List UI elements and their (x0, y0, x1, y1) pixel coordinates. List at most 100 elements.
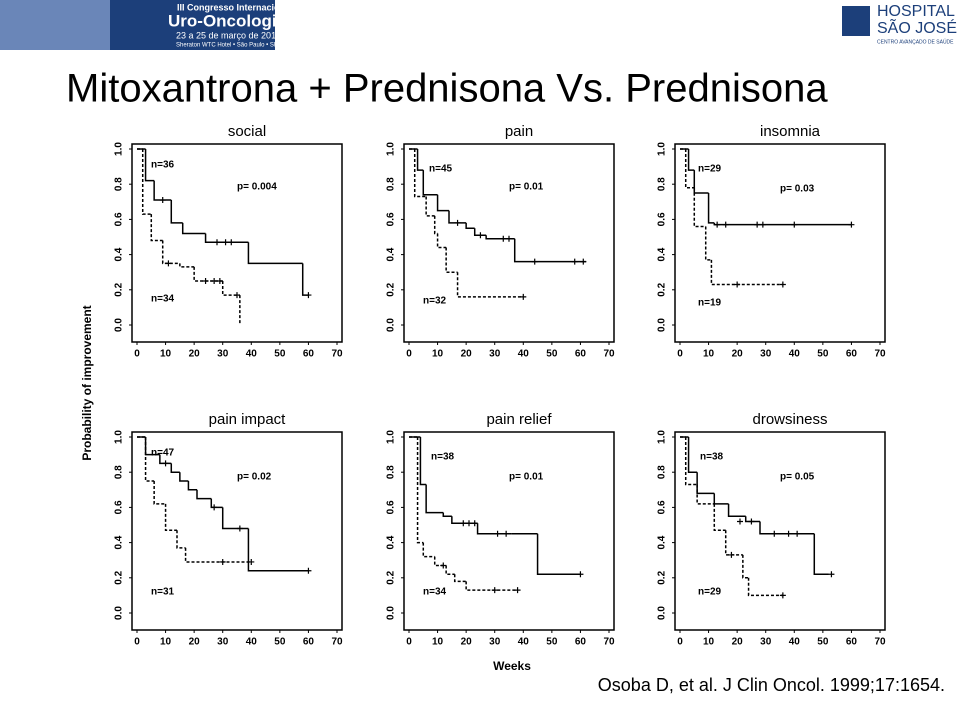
y-tick-label: 0.0 (114, 606, 125, 620)
survival-step (141, 149, 152, 215)
annotation: n=45 (429, 164, 453, 175)
annotation: p= 0.05 (780, 472, 815, 483)
survival-step (204, 233, 249, 244)
x-tick-label: 20 (461, 349, 473, 360)
annotation: n=29 (698, 164, 722, 175)
x-tick-label: 50 (274, 637, 286, 648)
y-tick-label: 0.6 (114, 212, 125, 226)
censor-mark (477, 232, 484, 239)
censor-mark (214, 239, 220, 246)
y-tick-label: 0.4 (114, 535, 125, 549)
x-tick-label: 0 (677, 637, 683, 648)
y-tick-label: 0.6 (657, 500, 668, 514)
annotation: n=32 (423, 296, 447, 307)
censor-mark (211, 504, 218, 511)
survival-step (727, 503, 746, 517)
x-tick-label: 10 (160, 637, 172, 648)
annotation: n=38 (700, 452, 724, 463)
panel-title: insomnia (760, 123, 821, 140)
y-tick-label: 0.4 (657, 535, 668, 549)
y-tick-label: 1.0 (657, 430, 668, 444)
censor-mark (202, 278, 209, 284)
censor-mark (791, 221, 798, 228)
survival-step (713, 493, 729, 505)
annotation: p= 0.02 (237, 472, 272, 483)
survival-step (413, 149, 427, 198)
x-tick-label: 10 (703, 637, 715, 648)
x-tick-label: 60 (846, 637, 858, 648)
annotation: n=19 (698, 298, 722, 309)
y-tick-label: 0.2 (386, 570, 397, 584)
survival-step (425, 484, 444, 514)
x-tick-label: 0 (134, 637, 140, 648)
event-date: 23 a 25 de março de 2012 (176, 30, 281, 40)
y-axis-label: Probability of improvement (80, 305, 94, 460)
survival-step (150, 214, 163, 242)
y-tick-label: 0.6 (114, 500, 125, 514)
censor-mark (531, 258, 538, 265)
y-tick-label: 0.8 (114, 465, 125, 479)
hospital-name: SÃO JOSÉ (877, 17, 957, 37)
survival-step (742, 554, 749, 579)
x-tick-label: 30 (489, 349, 501, 360)
y-tick-label: 0.8 (114, 177, 125, 191)
censor-mark (759, 221, 766, 228)
plot-frame (403, 143, 615, 343)
survival-step (161, 240, 180, 265)
censor-mark (234, 292, 240, 299)
survival-step (693, 187, 706, 228)
survival-step (433, 215, 438, 235)
y-tick-label: 0.6 (657, 212, 668, 226)
survival-step (465, 222, 475, 229)
y-tick-label: 0.2 (114, 570, 125, 584)
survival-step (425, 196, 435, 217)
plot-frame (674, 431, 886, 631)
y-tick-label: 0.2 (657, 282, 668, 296)
panel-title: social (228, 123, 266, 140)
y-tick-label: 0.2 (657, 570, 668, 584)
survival-step (687, 149, 695, 171)
slide-title: Mitoxantrona + Prednisona Vs. Prednisona (66, 67, 828, 111)
survival-step (445, 565, 455, 576)
survival-step (247, 242, 303, 265)
censor-mark (460, 520, 467, 527)
survival-step (179, 263, 195, 268)
x-tick-label: 50 (546, 349, 558, 360)
x-tick-label: 60 (575, 349, 587, 360)
x-tick-label: 20 (732, 637, 744, 648)
survival-step (416, 149, 424, 171)
annotation: p= 0.01 (509, 182, 544, 193)
y-tick-label: 1.0 (114, 142, 125, 156)
survival-step (747, 577, 783, 597)
censor-mark (491, 587, 498, 594)
censor-mark (162, 460, 169, 467)
survival-step (684, 437, 698, 486)
y-tick-label: 0.4 (657, 247, 668, 261)
x-tick-label: 50 (817, 637, 829, 648)
x-tick-label: 10 (703, 349, 715, 360)
y-tick-label: 0.4 (114, 247, 125, 261)
x-tick-label: 70 (874, 349, 886, 360)
censor-mark (580, 258, 587, 265)
annotation: n=36 (151, 160, 175, 171)
panel-title: pain impact (209, 411, 287, 428)
survival-step (813, 533, 829, 576)
x-tick-label: 20 (189, 637, 201, 648)
hospital-line: HOSPITAL (877, 3, 955, 20)
survival-step (433, 556, 447, 567)
censor-mark (779, 281, 786, 288)
event-venue: Sheraton WTC Hotel • São Paulo • SP (176, 43, 278, 49)
x-tick-label: 60 (303, 349, 315, 360)
censor-mark (848, 221, 855, 228)
censor-mark (471, 520, 478, 527)
panel-title: pain (505, 123, 533, 140)
survival-step (436, 233, 447, 249)
censor-mark (779, 592, 786, 599)
y-tick-label: 0.4 (386, 247, 397, 261)
hospital-tagline: CENTRO AVANÇADO DE SAÚDE (877, 38, 954, 45)
censor-mark (577, 571, 584, 578)
survival-step (247, 528, 309, 572)
survival-step (707, 193, 715, 224)
y-tick-label: 1.0 (114, 430, 125, 444)
annotation: n=47 (151, 448, 175, 459)
